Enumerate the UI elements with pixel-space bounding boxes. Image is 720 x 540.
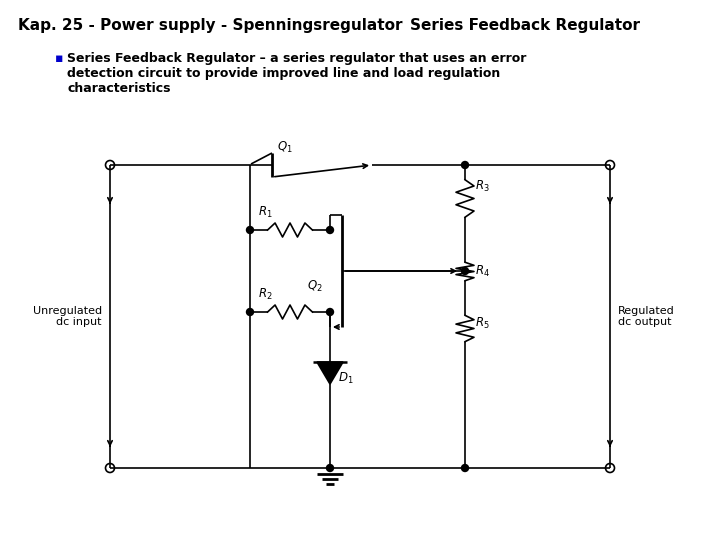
Circle shape xyxy=(462,161,469,168)
Text: Series Feedback Regulator: Series Feedback Regulator xyxy=(410,18,640,33)
Circle shape xyxy=(326,226,333,233)
Text: $Q_2$: $Q_2$ xyxy=(307,279,323,294)
Circle shape xyxy=(246,226,253,233)
Polygon shape xyxy=(317,362,343,384)
Circle shape xyxy=(462,267,469,274)
Text: $Q_1$: $Q_1$ xyxy=(277,139,293,154)
Text: Unregulated
dc input: Unregulated dc input xyxy=(33,306,102,327)
Text: ▪: ▪ xyxy=(55,52,63,65)
Text: $D_1$: $D_1$ xyxy=(338,370,354,386)
Circle shape xyxy=(326,308,333,315)
Text: $R_2$: $R_2$ xyxy=(258,286,273,301)
Text: $R_5$: $R_5$ xyxy=(475,316,490,331)
Text: Series Feedback Regulator – a series regulator that uses an error
detection circ: Series Feedback Regulator – a series reg… xyxy=(67,52,526,95)
Text: Kap. 25 - Power supply - Spenningsregulator: Kap. 25 - Power supply - Spenningsregula… xyxy=(18,18,402,33)
Text: $R_4$: $R_4$ xyxy=(475,264,490,279)
Text: $R_3$: $R_3$ xyxy=(475,179,490,194)
Circle shape xyxy=(462,464,469,471)
Circle shape xyxy=(326,464,333,471)
Circle shape xyxy=(246,308,253,315)
Text: Regulated
dc output: Regulated dc output xyxy=(618,306,675,327)
Text: $R_1$: $R_1$ xyxy=(258,205,273,220)
